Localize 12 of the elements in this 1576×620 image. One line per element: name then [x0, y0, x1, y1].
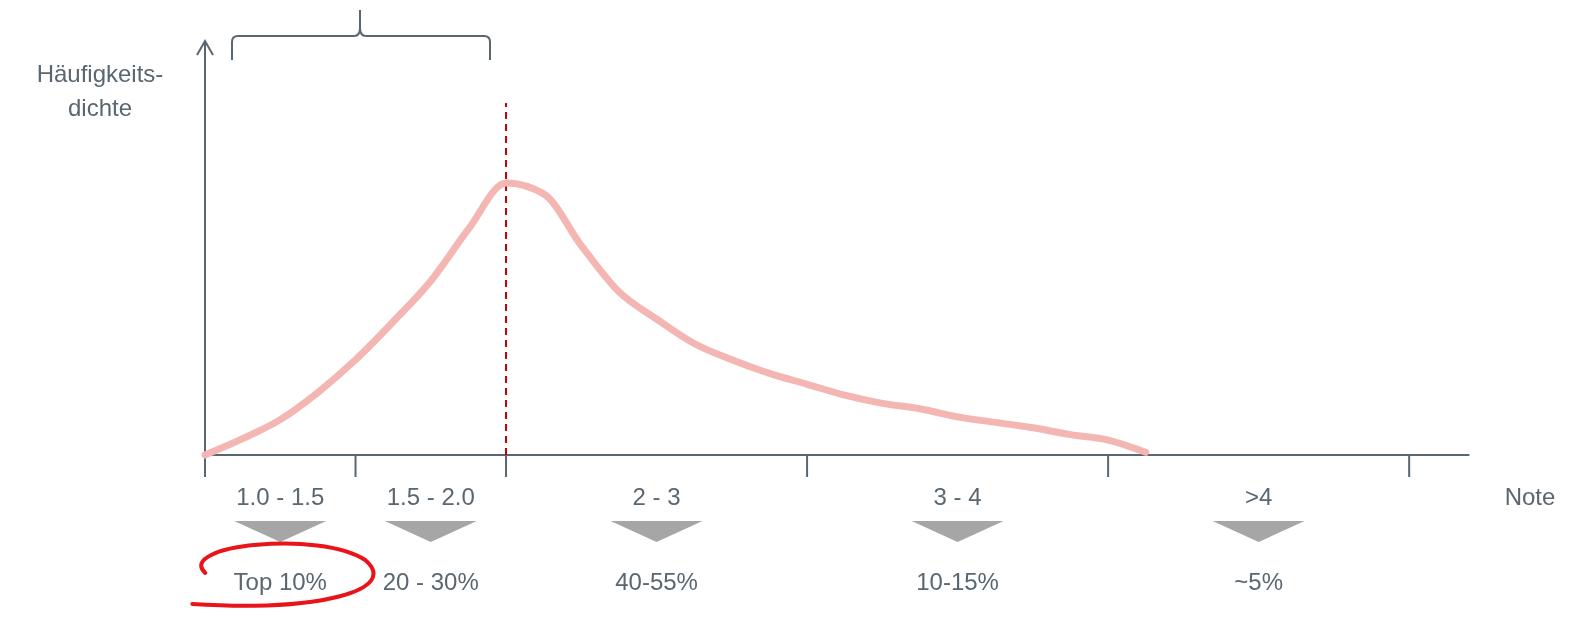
x-tick-label: 1.0 - 1.5: [236, 483, 325, 510]
x-tick-label: 3 - 4: [933, 483, 982, 510]
y-axis-title: Häufigkeits-dichte: [36, 60, 164, 121]
x-axis-title: Note: [1504, 483, 1556, 510]
text: ~5%: [1234, 568, 1283, 595]
text: 10-15%: [916, 568, 999, 595]
text: Top 10%: [233, 568, 327, 595]
x-tick-label: 2 - 3: [632, 483, 681, 510]
text: 20 - 30%: [382, 568, 479, 595]
text: 40-55%: [615, 568, 698, 595]
x-tick-label: >4: [1244, 483, 1273, 510]
x-tick-label: 1.5 - 2.0: [386, 483, 475, 510]
